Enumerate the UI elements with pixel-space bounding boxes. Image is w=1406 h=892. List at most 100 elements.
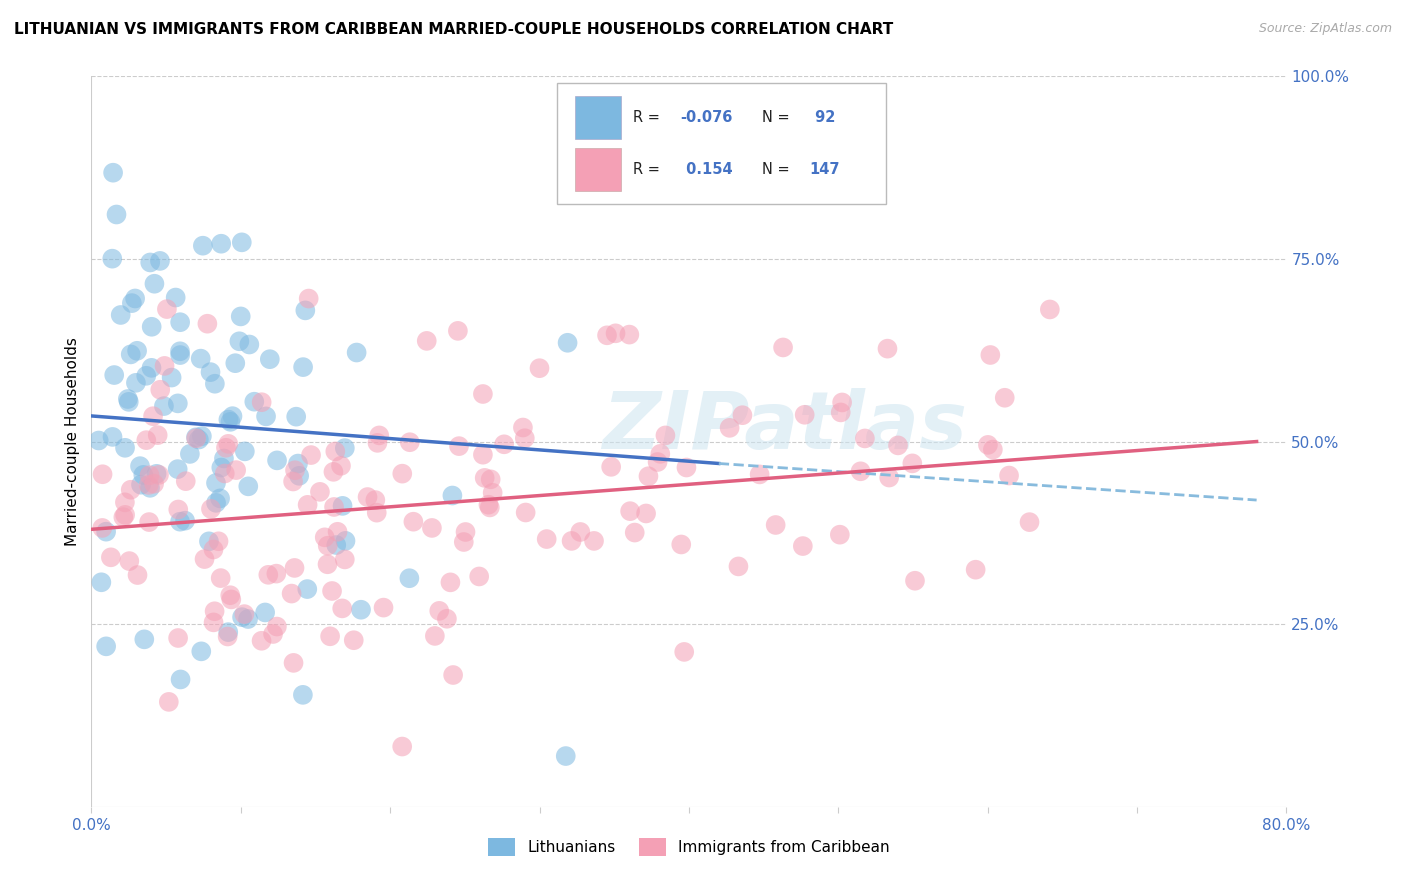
- Point: [636, 507, 658, 521]
- Point: [671, 537, 693, 551]
- Point: [323, 444, 346, 458]
- Point: [209, 491, 232, 506]
- Point: [165, 291, 187, 305]
- Point: [287, 457, 309, 471]
- Point: [765, 518, 787, 533]
- Point: [221, 409, 243, 424]
- Point: [515, 506, 537, 520]
- Point: [160, 370, 183, 384]
- Point: [468, 569, 491, 583]
- Point: [314, 530, 336, 544]
- Point: [112, 510, 135, 524]
- Point: [103, 368, 125, 382]
- Point: [129, 459, 152, 474]
- Point: [233, 607, 256, 621]
- Point: [447, 324, 470, 338]
- Point: [233, 444, 256, 458]
- Point: [423, 629, 446, 643]
- Point: [447, 439, 470, 453]
- Point: [316, 539, 339, 553]
- Point: [167, 631, 190, 645]
- Point: [200, 365, 222, 379]
- Y-axis label: Married-couple Households: Married-couple Households: [65, 337, 80, 546]
- Point: [830, 405, 852, 419]
- Point: [321, 584, 343, 599]
- Point: [727, 559, 749, 574]
- Point: [619, 504, 641, 518]
- Point: [214, 467, 236, 481]
- Text: Source: ZipAtlas.com: Source: ZipAtlas.com: [1258, 22, 1392, 36]
- Point: [346, 345, 368, 359]
- Point: [142, 409, 165, 424]
- Point: [138, 515, 160, 529]
- Text: LITHUANIAN VS IMMIGRANTS FROM CARIBBEAN MARRIED-COUPLE HOUSEHOLDS CORRELATION CH: LITHUANIAN VS IMMIGRANTS FROM CARIBBEAN …: [14, 22, 893, 37]
- Point: [129, 477, 152, 491]
- Point: [330, 601, 353, 615]
- Point: [202, 615, 225, 630]
- Point: [600, 459, 623, 474]
- Point: [647, 455, 669, 469]
- Point: [316, 558, 339, 572]
- Point: [207, 534, 229, 549]
- Point: [718, 421, 741, 435]
- Point: [792, 539, 814, 553]
- Point: [299, 448, 322, 462]
- Point: [91, 467, 114, 482]
- Point: [333, 441, 356, 455]
- Point: [366, 506, 388, 520]
- Point: [127, 343, 149, 358]
- Point: [283, 561, 305, 575]
- Point: [118, 554, 141, 568]
- Point: [174, 514, 197, 528]
- Legend: Lithuanians, Immigrants from Caribbean: Lithuanians, Immigrants from Caribbean: [482, 832, 896, 862]
- Point: [849, 464, 872, 478]
- Point: [200, 502, 222, 516]
- Point: [323, 500, 346, 514]
- Point: [402, 515, 425, 529]
- Point: [141, 319, 163, 334]
- Point: [193, 552, 215, 566]
- Point: [391, 739, 413, 754]
- Bar: [575, 148, 621, 191]
- Point: [478, 500, 501, 515]
- Point: [330, 458, 353, 473]
- Point: [169, 348, 191, 362]
- Point: [120, 483, 142, 497]
- Point: [184, 430, 207, 444]
- Point: [125, 376, 148, 390]
- Point: [228, 334, 250, 349]
- Point: [333, 552, 356, 566]
- Point: [124, 292, 146, 306]
- Point: [675, 460, 697, 475]
- Point: [138, 478, 160, 492]
- Point: [350, 603, 373, 617]
- Point: [512, 420, 534, 434]
- Point: [981, 442, 1004, 457]
- Point: [436, 612, 458, 626]
- Point: [343, 633, 366, 648]
- Point: [596, 328, 619, 343]
- Point: [121, 296, 143, 310]
- Point: [853, 432, 876, 446]
- Point: [474, 471, 496, 485]
- Point: [793, 408, 815, 422]
- Point: [623, 525, 645, 540]
- Point: [471, 448, 494, 462]
- Point: [998, 468, 1021, 483]
- Point: [132, 467, 155, 482]
- Point: [298, 292, 321, 306]
- Point: [831, 395, 853, 409]
- Point: [105, 207, 128, 221]
- Point: [221, 592, 243, 607]
- Text: N =: N =: [762, 110, 794, 125]
- Point: [266, 619, 288, 633]
- Point: [179, 447, 201, 461]
- Point: [238, 337, 260, 351]
- Point: [731, 408, 754, 422]
- Text: 92: 92: [810, 110, 835, 125]
- Point: [901, 456, 924, 470]
- Point: [262, 627, 284, 641]
- Point: [481, 485, 503, 500]
- Point: [209, 236, 232, 251]
- Point: [420, 521, 443, 535]
